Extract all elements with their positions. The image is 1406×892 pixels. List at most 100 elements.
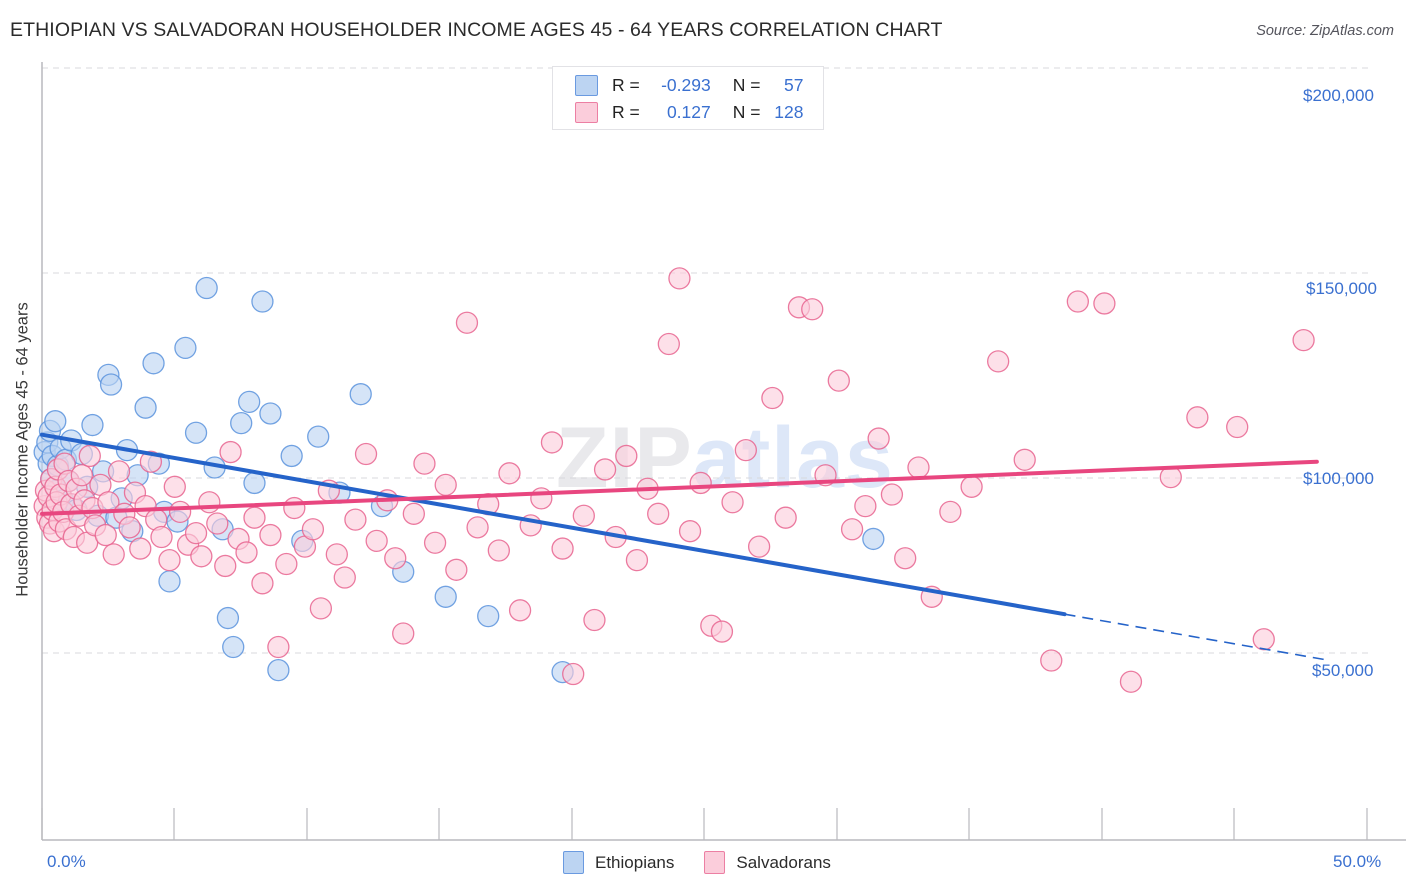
y-tick-label-150000: $150,000: [1306, 279, 1377, 298]
stats-r-label-ethiopians: R =: [612, 74, 640, 95]
data-point: [413, 452, 436, 475]
data-point: [142, 352, 165, 375]
legend-item-ethiopians[interactable]: Ethiopians: [563, 851, 674, 874]
data-point: [827, 369, 850, 392]
stats-legend: R = -0.293 N = 57 R = 0.127 N = 128: [552, 66, 824, 130]
data-point: [466, 516, 489, 539]
x-tick-label-max: 50.0%: [1333, 852, 1382, 871]
trend-lines-layer: [40, 432, 1331, 662]
data-point: [251, 572, 274, 595]
data-point: [259, 523, 282, 547]
data-point: [562, 662, 585, 686]
data-point: [593, 458, 617, 481]
stats-n-value-ethiopians: 57: [784, 74, 804, 95]
grid-lines: [42, 67, 1370, 654]
data-point: [222, 635, 245, 659]
data-point: [710, 620, 734, 643]
data-point: [230, 411, 253, 435]
data-point: [1119, 670, 1143, 693]
data-point: [184, 421, 208, 444]
data-point: [168, 500, 192, 524]
data-point: [280, 444, 303, 468]
data-point: [309, 597, 333, 620]
trend-line-salvadorans: [40, 459, 1319, 516]
data-point: [747, 535, 771, 558]
data-point: [267, 635, 290, 659]
data-point: [354, 442, 378, 466]
data-point: [1066, 290, 1089, 313]
data-point: [118, 516, 141, 539]
data-point: [134, 396, 157, 419]
data-point: [259, 402, 282, 425]
data-point: [572, 504, 595, 527]
legend-label-salvadorans: Salvadorans: [736, 852, 831, 872]
legend-swatch-salvadorans: [704, 851, 726, 874]
data-point: [939, 500, 962, 524]
data-point: [867, 427, 890, 450]
x-axis-ticks: [41, 808, 1368, 840]
data-point: [668, 267, 691, 290]
data-point: [987, 350, 1010, 373]
data-point: [107, 460, 131, 483]
data-point: [1013, 448, 1036, 471]
data-point: [530, 487, 553, 510]
data-point: [243, 471, 266, 495]
axis-lines: [41, 62, 1406, 841]
series-legend: Ethiopians Salvadorans: [563, 851, 861, 874]
legend-item-salvadorans[interactable]: Salvadorans: [704, 851, 831, 874]
data-point: [94, 523, 117, 547]
data-point: [70, 464, 93, 487]
data-point: [423, 531, 447, 554]
data-point: [81, 413, 104, 437]
legend-swatch-ethiopians: [563, 851, 584, 874]
data-point: [325, 543, 348, 566]
stats-swatch-ethiopians: [575, 74, 598, 96]
data-point: [392, 622, 415, 645]
data-point: [477, 604, 500, 628]
trend-line-ethiopians: [40, 432, 1067, 617]
data-point: [307, 425, 330, 448]
data-point: [854, 494, 877, 518]
data-point: [198, 491, 221, 514]
stats-swatch-salvadorans: [575, 101, 598, 123]
data-point: [508, 599, 532, 622]
data-point: [163, 475, 186, 498]
data-point: [1093, 292, 1116, 315]
data-point: [761, 386, 784, 410]
data-point: [615, 444, 638, 468]
series-points-ethiopians: [33, 276, 885, 684]
stats-n-label-salvadorans: N =: [732, 101, 761, 122]
data-point: [333, 566, 356, 589]
data-point: [243, 506, 266, 529]
stats-row-ethiopians: R = -0.293 N = 57: [553, 71, 803, 99]
data-point: [960, 475, 983, 498]
data-point: [235, 541, 258, 564]
data-point: [206, 512, 229, 535]
data-point: [434, 585, 457, 608]
data-point: [384, 547, 407, 570]
data-point: [721, 491, 744, 514]
data-point: [657, 332, 680, 356]
data-point: [301, 518, 325, 541]
data-point: [734, 438, 757, 462]
data-point: [1252, 628, 1275, 651]
data-point: [551, 537, 574, 560]
data-point: [583, 608, 606, 632]
data-point: [540, 431, 564, 454]
data-point: [434, 473, 457, 497]
data-point: [880, 483, 904, 506]
data-point: [774, 506, 797, 529]
data-point: [174, 336, 197, 360]
legend-label-ethiopians: Ethiopians: [595, 852, 675, 872]
data-point: [78, 444, 101, 468]
data-point: [365, 529, 388, 552]
stats-n-value-salvadorans: 128: [774, 101, 804, 122]
data-point: [267, 659, 290, 682]
data-point: [801, 298, 824, 321]
data-point: [283, 496, 306, 520]
data-point: [44, 410, 67, 433]
data-point: [1186, 406, 1209, 429]
page-title: ETHIOPIAN VS SALVADORAN HOUSEHOLDER INCO…: [10, 19, 943, 41]
data-point: [214, 554, 237, 578]
